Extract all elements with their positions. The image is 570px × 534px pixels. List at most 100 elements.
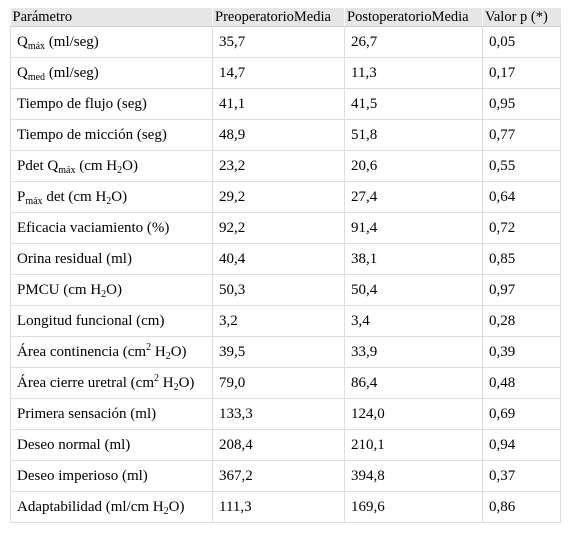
header-parametro: Parámetro xyxy=(10,8,213,27)
table-row: Área cierre uretral (cm2 H2O) 79,0 86,4 0,4… xyxy=(10,367,561,399)
table-body: Qmáx (ml/seg) 35,7 26,7 0,05 Qmed (ml/seg) 14… xyxy=(10,26,561,523)
cell-preoperatorio: 111,3 xyxy=(212,491,345,523)
table-row: Tiempo de flujo (seg) 41,1 41,5 0,95 xyxy=(10,88,561,120)
cell-parametro: Tiempo de micción (seg) xyxy=(10,119,213,151)
cell-parametro: Longitud funcional (cm) xyxy=(10,305,213,337)
cell-parametro: PMCU (cm H2O) xyxy=(10,274,213,306)
cell-valor-p: 0,97 xyxy=(482,274,561,306)
cell-preoperatorio: 79,0 xyxy=(212,367,345,399)
param-text: Orina residual (ml) xyxy=(17,250,132,267)
cell-postoperatorio: 20,6 xyxy=(344,150,483,182)
cell-preoperatorio: 48,9 xyxy=(212,119,345,151)
superscript: 2 xyxy=(154,372,159,384)
param-text: Área cierre uretral (cm xyxy=(17,374,154,391)
subscript: 2 xyxy=(165,350,171,362)
cell-postoperatorio: 91,4 xyxy=(344,212,483,244)
param-text: Longitud funcional (cm) xyxy=(17,312,165,329)
cell-parametro: Eficacia vaciamiento (%) xyxy=(10,212,213,244)
cell-valor-p: 0,64 xyxy=(482,181,561,213)
header-preoperatorio-media: PreoperatorioMedia xyxy=(212,8,345,27)
cell-postoperatorio: 38,1 xyxy=(344,243,483,275)
cell-valor-p: 0,37 xyxy=(482,460,561,492)
cell-preoperatorio: 40,4 xyxy=(212,243,345,275)
cell-postoperatorio: 169,6 xyxy=(344,491,483,523)
cell-preoperatorio: 39,5 xyxy=(212,336,345,368)
cell-postoperatorio: 124,0 xyxy=(344,398,483,430)
cell-valor-p: 0,85 xyxy=(482,243,561,275)
param-text: Eficacia vaciamiento (%) xyxy=(17,219,170,236)
table-row: Pdet Qmáx (cm H2O) 23,2 20,6 0,55 xyxy=(10,150,561,182)
header-valor-p: Valor p (*) xyxy=(482,8,561,27)
table-row: Eficacia vaciamiento (%) 92,2 91,4 0,72 xyxy=(10,212,561,244)
cell-postoperatorio: 27,4 xyxy=(344,181,483,213)
cell-preoperatorio: 29,2 xyxy=(212,181,345,213)
param-text: PMCU (cm H xyxy=(17,281,102,298)
param-text: O) xyxy=(170,343,187,360)
table-row: Área continencia (cm2 H2O) 39,5 33,9 0,39 xyxy=(10,336,561,368)
cell-parametro: Pmáx det (cm H2O) xyxy=(10,181,213,213)
table-row: Tiempo de micción (seg) 48,9 51,8 0,77 xyxy=(10,119,561,151)
table-row: PMCU (cm H2O) 50,3 50,4 0,97 xyxy=(10,274,561,306)
param-text: H xyxy=(151,343,166,360)
cell-postoperatorio: 41,5 xyxy=(344,88,483,120)
cell-postoperatorio: 33,9 xyxy=(344,336,483,368)
table-row: Orina residual (ml) 40,4 38,1 0,85 xyxy=(10,243,561,275)
cell-preoperatorio: 41,1 xyxy=(212,88,345,120)
cell-parametro: Adaptabilidad (ml/cm H2O) xyxy=(10,491,213,523)
cell-valor-p: 0,77 xyxy=(482,119,561,151)
cell-parametro: Qmed (ml/seg) xyxy=(10,57,213,89)
param-text: O) xyxy=(111,188,128,205)
param-text: Tiempo de flujo (seg) xyxy=(17,95,147,112)
cell-valor-p: 0,69 xyxy=(482,398,561,430)
param-text: Deseo normal (ml) xyxy=(17,436,131,453)
param-text: (cm H xyxy=(75,157,118,174)
cell-postoperatorio: 50,4 xyxy=(344,274,483,306)
header-row: Parámetro PreoperatorioMedia Postoperato… xyxy=(10,8,561,27)
cell-postoperatorio: 86,4 xyxy=(344,367,483,399)
cell-parametro: Deseo imperioso (ml) xyxy=(10,460,213,492)
cell-valor-p: 0,86 xyxy=(482,491,561,523)
cell-valor-p: 0,72 xyxy=(482,212,561,244)
cell-valor-p: 0,39 xyxy=(482,336,561,368)
subscript: 2 xyxy=(106,195,112,207)
cell-preoperatorio: 35,7 xyxy=(212,26,345,58)
cell-preoperatorio: 14,7 xyxy=(212,57,345,89)
cell-valor-p: 0,55 xyxy=(482,150,561,182)
param-text: O) xyxy=(178,374,195,391)
table-row: Pmáx det (cm H2O) 29,2 27,4 0,64 xyxy=(10,181,561,213)
cell-postoperatorio: 11,3 xyxy=(344,57,483,89)
cell-preoperatorio: 367,2 xyxy=(212,460,345,492)
subscript: máx xyxy=(27,40,46,52)
subscript: 2 xyxy=(101,288,107,300)
header-postoperatorio-media: PostoperatorioMedia xyxy=(344,8,483,27)
cell-preoperatorio: 23,2 xyxy=(212,150,345,182)
cell-postoperatorio: 51,8 xyxy=(344,119,483,151)
table-row: Deseo normal (ml) 208,4 210,1 0,94 xyxy=(10,429,561,461)
param-text: O) xyxy=(106,281,122,298)
cell-parametro: Qmáx (ml/seg) xyxy=(10,26,213,58)
subscript: máx xyxy=(25,195,43,207)
cell-parametro: Orina residual (ml) xyxy=(10,243,213,275)
cell-parametro: Deseo normal (ml) xyxy=(10,429,213,461)
cell-postoperatorio: 26,7 xyxy=(344,26,483,58)
cell-postoperatorio: 394,8 xyxy=(344,460,483,492)
cell-parametro: Área continencia (cm2 H2O) xyxy=(10,336,213,368)
param-text: Tiempo de micción (seg) xyxy=(17,126,167,143)
table-row: Primera sensación (ml) 133,3 124,0 0,69 xyxy=(10,398,561,430)
subscript: 2 xyxy=(117,164,123,176)
param-text: Deseo imperioso (ml) xyxy=(17,467,148,484)
param-text: det (cm H xyxy=(42,188,107,205)
table-row: Adaptabilidad (ml/cm H2O) 111,3 169,6 0,86 xyxy=(10,491,561,523)
cell-preoperatorio: 3,2 xyxy=(212,305,345,337)
param-text: O) xyxy=(168,498,185,515)
param-text: (ml/seg) xyxy=(45,64,99,81)
cell-parametro: Tiempo de flujo (seg) xyxy=(10,88,213,120)
cell-valor-p: 0,05 xyxy=(482,26,561,58)
cell-parametro: Área cierre uretral (cm2 H2O) xyxy=(10,367,213,399)
table-row: Qmed (ml/seg) 14,7 11,3 0,17 xyxy=(10,57,561,89)
param-text: O) xyxy=(122,157,138,174)
superscript: 2 xyxy=(146,341,152,353)
table-row: Qmáx (ml/seg) 35,7 26,7 0,05 xyxy=(10,26,561,58)
subscript: med xyxy=(27,71,46,83)
table-row: Deseo imperioso (ml) 367,2 394,8 0,37 xyxy=(10,460,561,492)
